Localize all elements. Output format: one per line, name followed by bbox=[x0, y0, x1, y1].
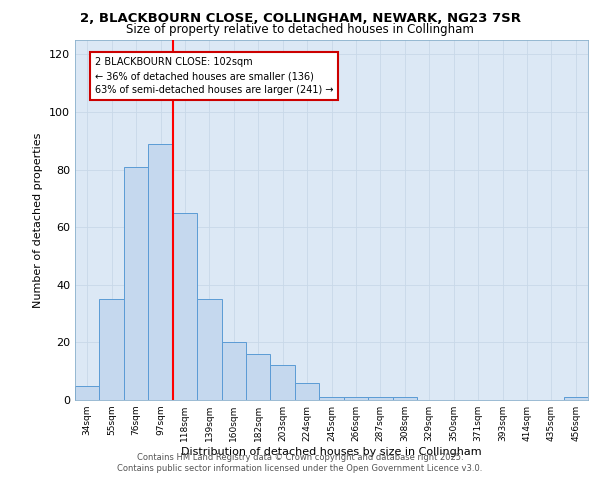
Bar bbox=[100, 299, 124, 400]
Bar bbox=[221, 342, 246, 400]
Bar bbox=[271, 366, 295, 400]
Text: Contains HM Land Registry data © Crown copyright and database right 2025.: Contains HM Land Registry data © Crown c… bbox=[137, 452, 463, 462]
Bar bbox=[148, 144, 173, 400]
Bar bbox=[344, 397, 368, 400]
Bar bbox=[319, 397, 344, 400]
Bar bbox=[246, 354, 271, 400]
Bar bbox=[295, 382, 319, 400]
Bar bbox=[75, 386, 100, 400]
Text: 2 BLACKBOURN CLOSE: 102sqm
← 36% of detached houses are smaller (136)
63% of sem: 2 BLACKBOURN CLOSE: 102sqm ← 36% of deta… bbox=[95, 58, 333, 96]
X-axis label: Distribution of detached houses by size in Collingham: Distribution of detached houses by size … bbox=[181, 447, 482, 457]
Bar bbox=[124, 166, 148, 400]
Bar bbox=[563, 397, 588, 400]
Text: 2, BLACKBOURN CLOSE, COLLINGHAM, NEWARK, NG23 7SR: 2, BLACKBOURN CLOSE, COLLINGHAM, NEWARK,… bbox=[79, 12, 521, 26]
Text: Size of property relative to detached houses in Collingham: Size of property relative to detached ho… bbox=[126, 22, 474, 36]
Text: Contains public sector information licensed under the Open Government Licence v3: Contains public sector information licen… bbox=[118, 464, 482, 473]
Bar bbox=[197, 299, 221, 400]
Bar bbox=[173, 213, 197, 400]
Bar bbox=[392, 397, 417, 400]
Bar bbox=[368, 397, 392, 400]
Y-axis label: Number of detached properties: Number of detached properties bbox=[34, 132, 43, 308]
